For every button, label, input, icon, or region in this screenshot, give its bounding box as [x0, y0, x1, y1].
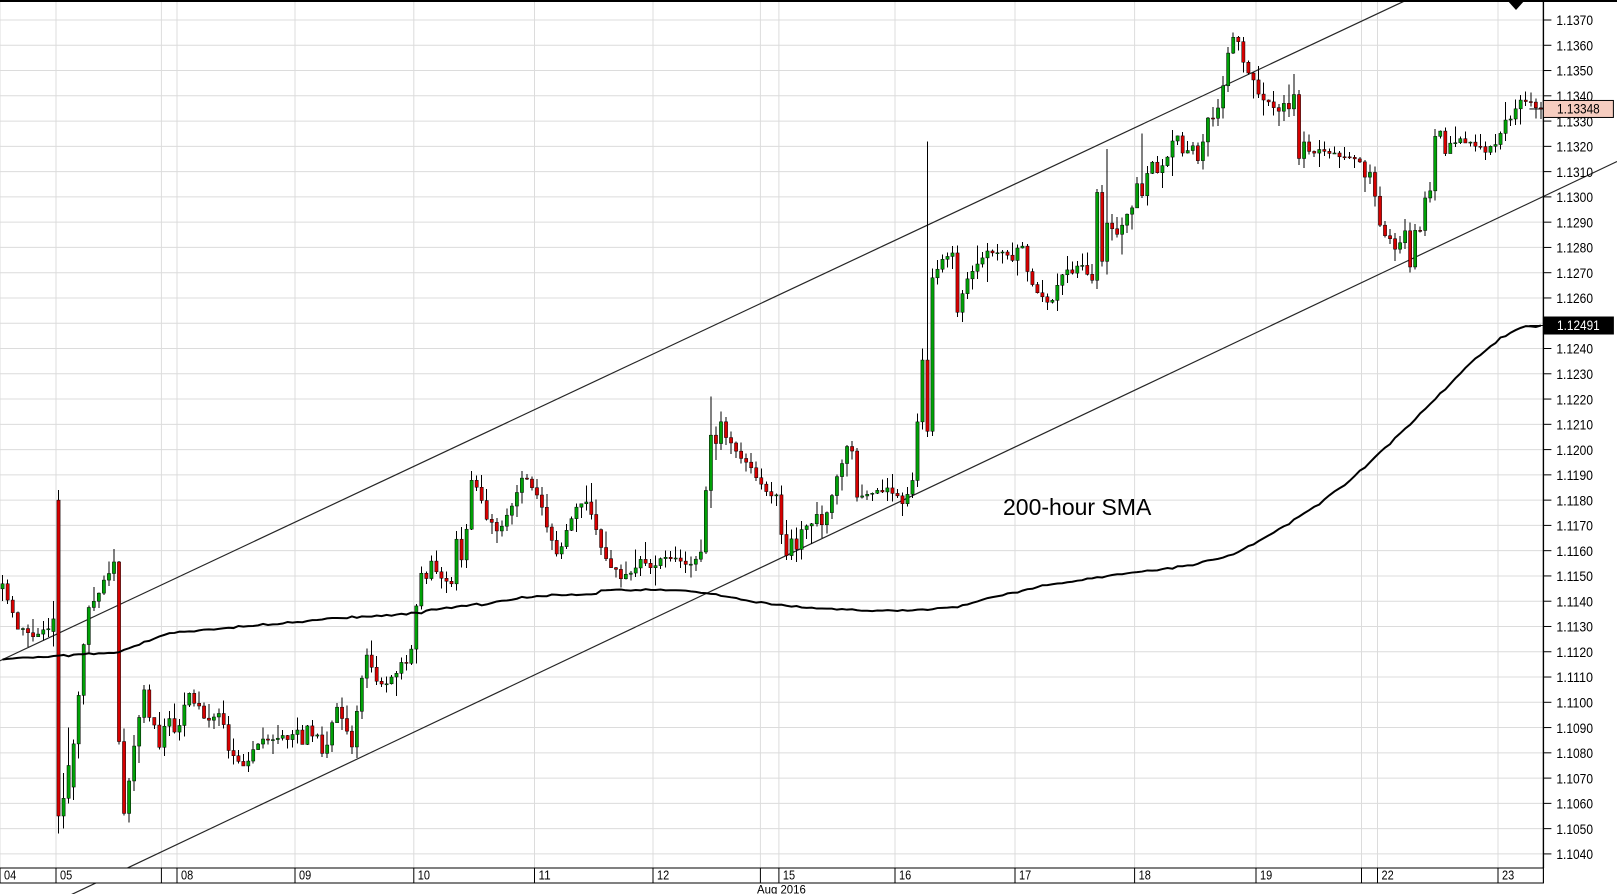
- svg-text:1.1240: 1.1240: [1556, 341, 1593, 357]
- svg-text:19: 19: [1260, 868, 1272, 883]
- svg-text:1.1130: 1.1130: [1556, 619, 1593, 635]
- svg-text:1.1350: 1.1350: [1556, 63, 1593, 79]
- svg-text:1.1200: 1.1200: [1556, 442, 1593, 458]
- svg-text:1.1370: 1.1370: [1556, 12, 1593, 28]
- svg-text:1.1270: 1.1270: [1556, 265, 1593, 281]
- svg-text:08: 08: [181, 868, 193, 883]
- svg-text:1.1050: 1.1050: [1556, 821, 1593, 837]
- svg-text:22: 22: [1382, 868, 1394, 883]
- svg-text:1.1090: 1.1090: [1556, 720, 1593, 736]
- svg-text:200-hour SMA: 200-hour SMA: [1003, 494, 1152, 520]
- svg-text:1.13348: 1.13348: [1557, 101, 1600, 117]
- svg-text:04: 04: [4, 868, 16, 883]
- svg-text:1.1360: 1.1360: [1556, 37, 1593, 53]
- svg-text:1.1040: 1.1040: [1556, 846, 1593, 862]
- svg-text:1.1230: 1.1230: [1556, 366, 1593, 382]
- svg-text:15: 15: [783, 868, 795, 883]
- svg-text:1.12491: 1.12491: [1557, 317, 1600, 333]
- svg-text:1.1320: 1.1320: [1556, 139, 1593, 155]
- svg-text:1.1100: 1.1100: [1556, 694, 1593, 710]
- svg-text:1.1210: 1.1210: [1556, 417, 1593, 433]
- svg-text:1.1150: 1.1150: [1556, 568, 1593, 584]
- svg-text:23: 23: [1502, 868, 1514, 883]
- svg-text:1.1170: 1.1170: [1556, 518, 1593, 534]
- svg-text:1.1220: 1.1220: [1556, 391, 1593, 407]
- svg-text:05: 05: [60, 868, 72, 883]
- svg-text:1.1160: 1.1160: [1556, 543, 1593, 559]
- svg-text:1.1300: 1.1300: [1556, 189, 1593, 205]
- svg-text:1.1260: 1.1260: [1556, 290, 1593, 306]
- svg-text:1.1080: 1.1080: [1556, 745, 1593, 761]
- svg-text:1.1180: 1.1180: [1556, 492, 1593, 508]
- svg-text:16: 16: [899, 868, 911, 883]
- svg-text:12: 12: [657, 868, 669, 883]
- svg-text:1.1310: 1.1310: [1556, 164, 1593, 180]
- svg-text:1.1120: 1.1120: [1556, 644, 1593, 660]
- svg-text:18: 18: [1139, 868, 1151, 883]
- svg-text:1.1280: 1.1280: [1556, 240, 1593, 256]
- svg-text:17: 17: [1019, 868, 1031, 883]
- svg-text:1.1140: 1.1140: [1556, 593, 1593, 609]
- svg-text:11: 11: [539, 868, 551, 883]
- svg-text:Aug 2016: Aug 2016: [757, 885, 806, 894]
- svg-text:1.1070: 1.1070: [1556, 770, 1593, 786]
- svg-text:1.1190: 1.1190: [1556, 467, 1593, 483]
- svg-text:1.1060: 1.1060: [1556, 796, 1593, 812]
- svg-text:09: 09: [299, 868, 311, 883]
- svg-text:10: 10: [418, 868, 430, 883]
- svg-text:1.1110: 1.1110: [1556, 669, 1593, 685]
- svg-text:1.1290: 1.1290: [1556, 214, 1593, 230]
